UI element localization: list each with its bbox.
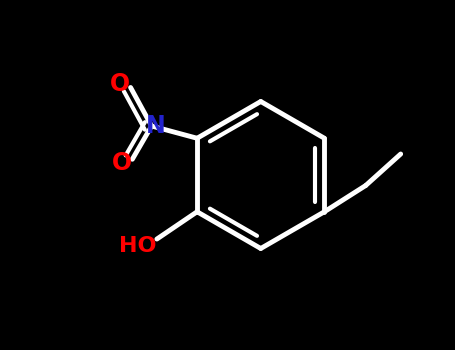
- Text: N: N: [146, 114, 166, 138]
- Text: HO: HO: [119, 236, 157, 256]
- Text: O: O: [110, 72, 130, 96]
- Text: O: O: [112, 151, 132, 175]
